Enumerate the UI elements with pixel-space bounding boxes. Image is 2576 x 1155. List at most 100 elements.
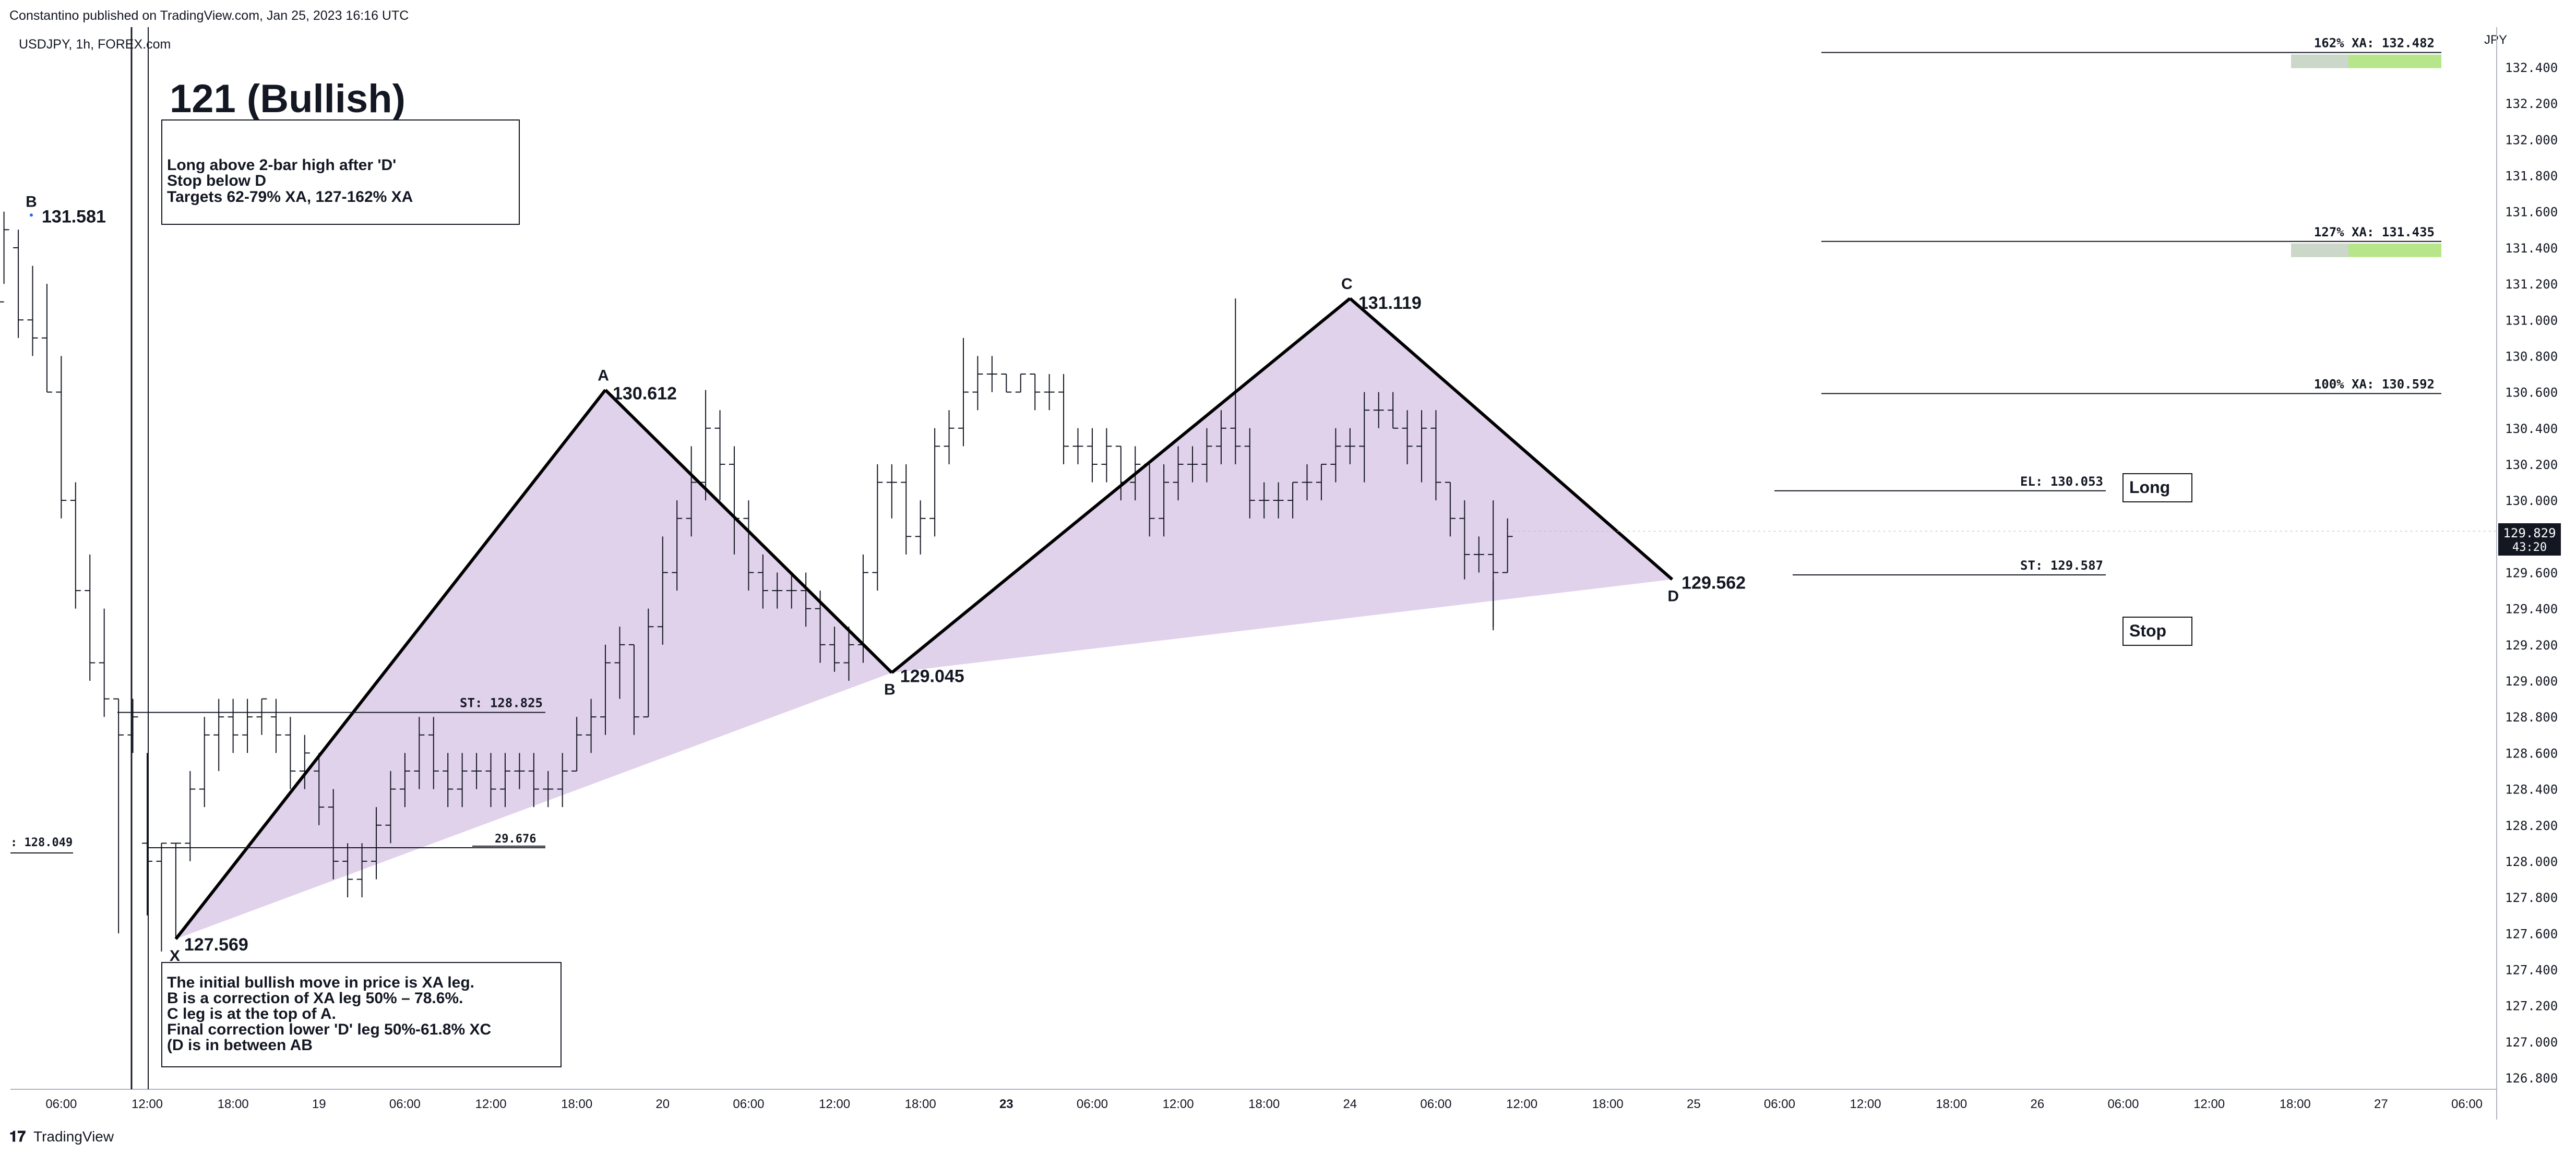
ohlc-bar [686,446,697,537]
ohlc-bar [371,807,382,880]
ohlc-bar [1072,428,1083,464]
symbol-label: USDJPY, 1h, FOREX.com [19,37,171,52]
level-label: 162% XA: 132.482 [2314,36,2435,51]
level-lines: 162% XA: 132.482 127% XA: 131.435 100% XA:… [117,36,2497,713]
point-a-price: 130.612 [613,383,677,403]
ohlc-bar [700,390,711,501]
ohlc-bar [1215,410,1226,464]
tradingview-logo-icon: 𝟏𝟕 [9,1128,26,1145]
target-zone-hatch [2291,54,2348,68]
ohlc-bar [571,717,582,772]
level-label: ST: 128.825 [460,696,543,711]
rules-line-3: Targets 62-79% XA, 127-162% XA [167,188,413,206]
xab-triangle [175,390,892,940]
ohlc-bar [270,699,281,753]
tradingview-logo[interactable]: 𝟏𝟕 TradingView [9,1128,114,1145]
point-c-letter: C [1341,275,1353,293]
x-tick-label: 12:00 [1850,1097,1881,1111]
ohlc-bar [385,771,396,844]
ohlc-bar [56,356,67,519]
ohlc-bar [13,230,24,338]
ohlc-bar [1373,392,1384,428]
x-tick-label: 27 [2374,1097,2388,1111]
ohlc-bar [972,356,983,411]
ohlc-bar [1287,482,1298,519]
notes-line-5: (D is in between AB [167,1037,313,1054]
y-tick-label: 127.000 [2505,1035,2558,1050]
ohlc-bar [643,608,654,718]
prior-b-letter: B [26,193,37,210]
ohlc-bars [0,211,1513,952]
ohlc-bar [0,211,9,303]
point-b-letter: B [884,681,896,698]
point-d-price: 129.562 [1681,573,1746,593]
ohlc-bar [543,771,554,808]
current-price-value: 129.829 [2503,526,2556,540]
ohlc-bar [485,753,496,808]
rules-box [161,119,520,225]
x-tick-label: 26 [2031,1097,2045,1111]
y-tick-label: 131.200 [2505,277,2558,292]
x-tick-label: 06:00 [1077,1097,1108,1111]
level-label: 100% XA: 130.592 [2314,377,2435,391]
long-label: Long [2129,478,2170,497]
y-tick-label: 129.000 [2505,674,2558,689]
point-x-price: 127.569 [184,935,248,955]
ohlc-bar [628,644,639,735]
y-axis: 132.400 132.200 132.000 131.800 131.600 131.4… [2505,61,2558,1086]
ohlc-bar [471,753,482,789]
published-header: Constantino published on TradingView.com… [9,8,409,23]
notes-line-1: The initial bullish move in price is XA … [167,974,474,991]
y-tick-label: 128.200 [2505,819,2558,833]
ohlc-bar [986,356,997,392]
y-tick-label: 130.600 [2505,386,2558,400]
x-tick-label: 06:00 [1420,1097,1451,1111]
ohlc-bar [328,789,339,880]
x-tick-label: 18:00 [1936,1097,1967,1111]
stop-label: Stop [2129,621,2166,640]
y-tick-label: 128.000 [2505,855,2558,869]
ohlc-bar [41,284,52,393]
ohlc-bar [1388,392,1399,429]
ohlc-bar [1030,374,1041,411]
tradingview-brand: TradingView [33,1128,114,1145]
ohlc-bar [829,627,840,672]
ohlc-bar [1416,410,1427,483]
y-tick-label: 131.600 [2505,205,2558,220]
bcd-triangle [891,298,1673,673]
y-tick-label: 126.800 [2505,1071,2558,1086]
ohlc-bar [1015,374,1026,393]
y-tick-label: 129.600 [2505,566,2558,581]
ohlc-bar [85,554,96,681]
level-label: EL: 130.053 [2020,474,2103,489]
target-zones [2291,54,2441,257]
ohlc-bar [557,753,568,808]
x-tick-label: 12:00 [1506,1097,1537,1111]
target-zone-hatch [2291,243,2348,257]
ohlc-bar [1473,536,1484,573]
ohlc-bar [944,410,955,464]
x-tick-label: 06:00 [389,1097,421,1111]
ohlc-bar [399,753,410,808]
ohlc-bar [1359,392,1370,483]
notes-box [161,962,562,1067]
y-tick-label: 131.000 [2505,313,2558,328]
partial-label-bg [472,832,545,847]
x-tick-label: 06:00 [1764,1097,1795,1111]
ohlc-bar [714,410,725,501]
x-tick-label: 18:00 [1592,1097,1624,1111]
ohlc-bar [1316,463,1327,501]
ohlc-bar [1259,482,1270,519]
ohlc-bar [242,699,253,753]
x-tick-label: 23 [999,1097,1013,1111]
x-tick-label: 12:00 [1163,1097,1194,1111]
ohlc-bar [586,699,597,753]
ohlc-bar [213,699,224,771]
ohlc-bar [170,843,181,939]
ohlc-bar [743,500,754,591]
ohlc-bar [314,753,325,825]
ohlc-bar [772,572,783,609]
ohlc-bar [127,699,138,753]
notes-line-3: C leg is at the top of A. [167,1005,336,1022]
